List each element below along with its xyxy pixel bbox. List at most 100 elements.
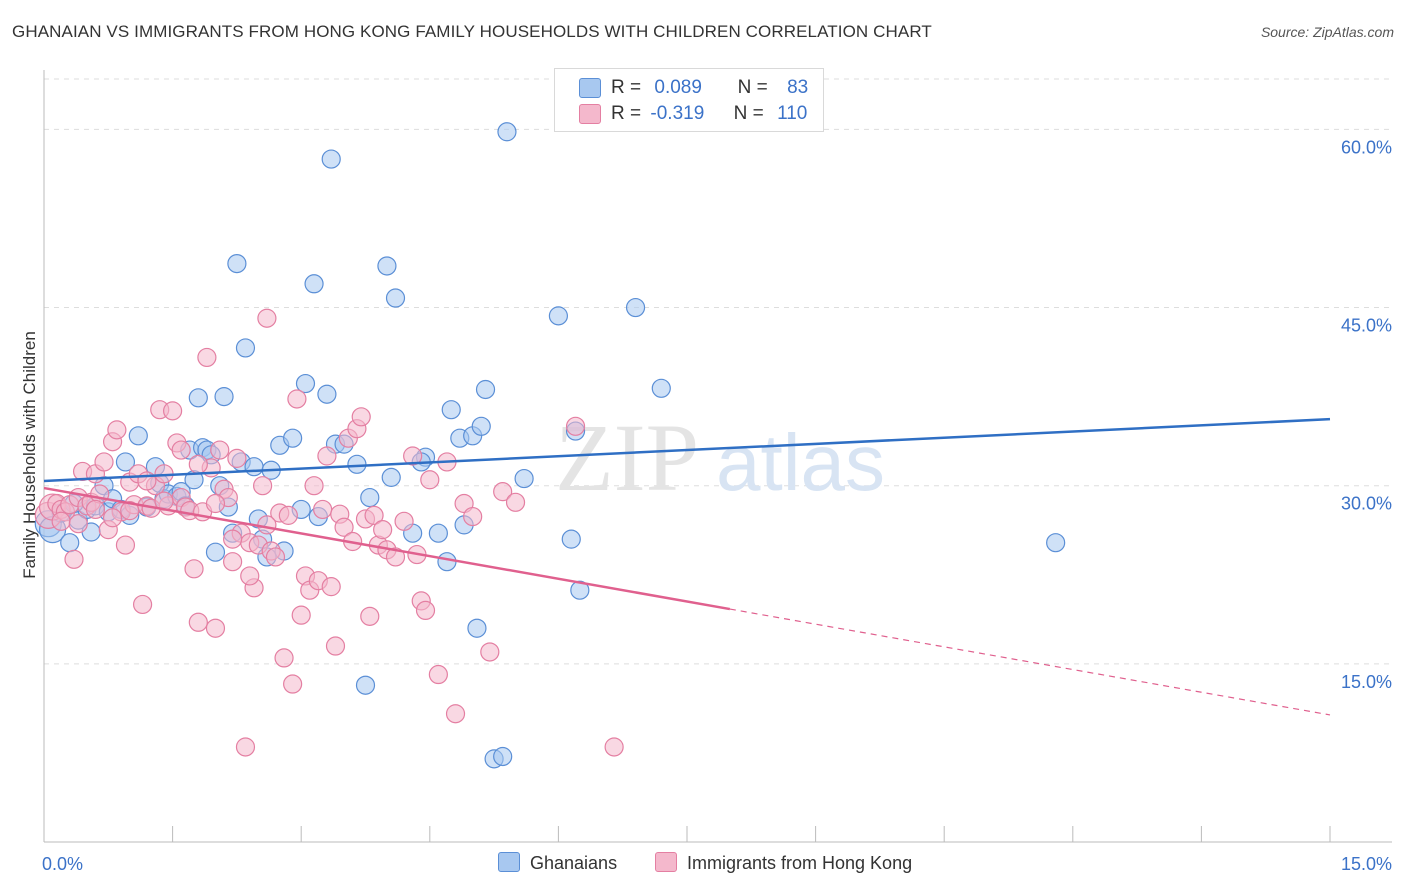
ghanaians-point-74 — [570, 580, 590, 600]
ghanaians-point-81 — [360, 487, 380, 508]
legend-r-label: R = — [611, 103, 642, 124]
hongkong-point-82 — [403, 446, 423, 466]
ghanaians-point-28 — [205, 542, 226, 562]
ghanaians-point-76 — [651, 378, 671, 398]
hongkong-point-59 — [291, 605, 311, 625]
hongkong-point-96 — [604, 737, 624, 757]
hongkong-point-109 — [257, 515, 277, 535]
legend-n-label: N = — [737, 77, 768, 98]
chart-title: GHANAIAN VS IMMIGRANTS FROM HONG KONG FA… — [12, 22, 932, 41]
hongkong-point-87 — [428, 664, 448, 685]
hongkong-point-106 — [205, 493, 226, 514]
x-tick-label-0: 0.0% — [42, 854, 83, 874]
hongkong-point-101 — [120, 501, 140, 521]
hongkong-point-35 — [188, 612, 208, 632]
ghanaians-point-77 — [1046, 533, 1066, 553]
legend-r-value-ghanaians: 0.089 — [654, 77, 702, 98]
y-tick-label-0: 15.0% — [1341, 672, 1392, 692]
hongkong-point-98 — [68, 514, 88, 534]
hongkong-point-22 — [132, 594, 153, 615]
hongkong-point-65 — [317, 446, 337, 466]
hongkong-point-73 — [351, 407, 371, 427]
hongkong-point-89 — [445, 704, 466, 724]
ghanaians-point-70 — [514, 468, 534, 489]
hongkong-point-108 — [240, 566, 260, 586]
hongkong-point-104 — [171, 440, 191, 460]
ghanaians-point-45 — [304, 274, 324, 294]
hongkong-point-85 — [415, 600, 436, 621]
hongkong-point-100 — [102, 508, 123, 528]
ghanaians-point-59 — [437, 552, 457, 572]
hongkong-point-92 — [480, 642, 500, 662]
series-hongkong-points — [34, 308, 624, 757]
hongkong-point-55 — [274, 648, 294, 668]
ghanaians-trend-line — [43, 417, 1331, 483]
hongkong-point-46 — [235, 737, 256, 757]
ghanaians-point-66 — [475, 379, 496, 400]
ghanaians-point-60 — [441, 400, 461, 420]
ghanaians-point-53 — [377, 256, 397, 276]
y-axis-label-group: Family Households with Children — [20, 331, 39, 579]
hongkong-point-86 — [420, 470, 440, 490]
hongkong-point-51 — [257, 308, 277, 328]
watermark-atlas: atlas — [716, 418, 885, 507]
hongkong-point-53 — [265, 547, 286, 567]
hongkong-trend-line — [43, 486, 731, 611]
ghanaians-point-34 — [235, 338, 256, 358]
bottom-legend-swatch-hongkong — [655, 852, 677, 872]
legend-swatch-ghanaians — [579, 78, 601, 98]
bottom-legend-hongkong: Immigrants from Hong Kong — [655, 852, 912, 874]
hongkong-point-76 — [364, 505, 384, 525]
ghanaians-point-72 — [561, 529, 581, 549]
y-tick-label-3: 60.0% — [1341, 137, 1392, 157]
y-tick-label-2: 45.0% — [1341, 316, 1392, 336]
legend-n-label: N = — [733, 103, 764, 124]
ghanaians-point-32 — [227, 253, 247, 274]
ghanaians-point-75 — [625, 297, 646, 318]
ghanaians-point-68 — [493, 746, 513, 767]
bottom-legend-label-ghanaians: Ghanaians — [530, 853, 618, 873]
hongkong-point-105 — [188, 454, 208, 474]
hongkong-point-44 — [227, 448, 247, 468]
hongkong-point-16 — [107, 420, 127, 440]
hongkong-point-29 — [163, 401, 183, 421]
ghanaians-point-35 — [244, 457, 264, 477]
hongkong-point-50 — [253, 476, 273, 496]
hongkong-point-40 — [210, 440, 230, 460]
ghanaians-point-58 — [428, 523, 448, 543]
hongkong-point-94 — [505, 492, 526, 512]
hongkong-point-75 — [360, 606, 380, 626]
ghanaians-point-13 — [128, 426, 148, 446]
legend-n-value-ghanaians: 83 — [787, 77, 809, 98]
ghanaians-point-12 — [115, 452, 136, 472]
hongkong-point-80 — [385, 547, 406, 567]
axes — [43, 70, 1392, 843]
ghanaians-point-44 — [295, 373, 316, 394]
ghanaians-point-24 — [188, 388, 208, 408]
hongkong-point-93 — [493, 482, 513, 502]
ghanaians-point-47 — [317, 384, 337, 404]
stats-legend: R = 0.089 N = 83 R = -0.319 N = 110 — [554, 68, 824, 132]
legend-r-label: R = — [611, 77, 642, 98]
ghanaians-point-52 — [355, 675, 376, 695]
bottom-legend-label-hongkong: Immigrants from Hong Kong — [687, 853, 913, 873]
hongkong-point-37 — [197, 347, 217, 368]
hongkong-point-43 — [223, 552, 243, 572]
legend-r-value-hongkong: -0.319 — [650, 103, 705, 124]
ghanaians-point-71 — [548, 306, 569, 326]
hongkong-point-18 — [115, 535, 136, 555]
tick-labels: 15.0% 30.0% 45.0% 60.0% 0.0% 15.0% — [42, 137, 1392, 874]
bottom-legend-ghanaians: Ghanaians — [498, 852, 617, 874]
hongkong-point-57 — [283, 674, 303, 694]
hongkong-point-95 — [565, 416, 586, 436]
trend-lines — [43, 417, 1331, 716]
hongkong-point-39 — [205, 618, 226, 638]
hongkong-point-58 — [287, 389, 307, 409]
hongkong-point-99 — [85, 499, 106, 520]
hongkong-point-66 — [321, 577, 341, 597]
hongkong-point-64 — [313, 499, 333, 520]
ghanaians-point-65 — [471, 416, 491, 436]
hongkong-point-69 — [334, 517, 354, 537]
ghanaians-point-54 — [381, 467, 401, 487]
